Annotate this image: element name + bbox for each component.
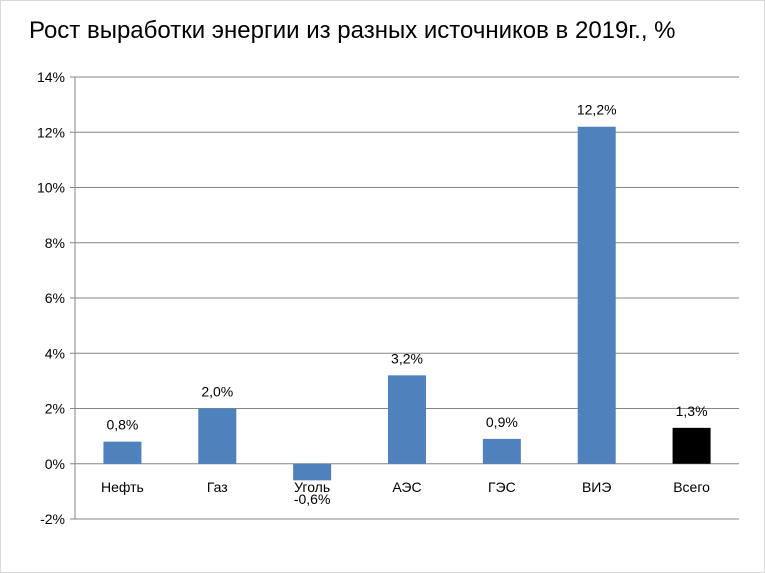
y-tick-label-5: 8% xyxy=(45,235,65,251)
bar-1 xyxy=(198,408,237,464)
x-tick-label-2: Уголь xyxy=(294,479,330,495)
bar-5 xyxy=(577,126,616,464)
data-label-3: 3,2% xyxy=(391,350,423,366)
y-tick-label-3: 4% xyxy=(45,345,65,361)
y-tick-label-0: -2% xyxy=(40,511,65,527)
data-label-1: 2,0% xyxy=(201,384,233,400)
bar-0 xyxy=(103,441,142,464)
x-tick-label-3: АЭС xyxy=(392,479,421,495)
bar-3 xyxy=(388,375,426,464)
data-label-0: 0,8% xyxy=(106,417,138,433)
bar-6 xyxy=(672,427,711,464)
y-tick-label-2: 2% xyxy=(45,401,65,417)
y-tick-label-8: 14% xyxy=(37,69,65,85)
y-tick-label-6: 10% xyxy=(37,180,65,196)
x-tick-label-5: ВИЭ xyxy=(582,479,611,495)
x-tick-label-1: Газ xyxy=(207,479,228,495)
y-tick-label-1: 0% xyxy=(45,456,65,472)
x-tick-label-4: ГЭС xyxy=(488,479,516,495)
y-tick-label-7: 12% xyxy=(37,124,65,140)
data-label-4: 0,9% xyxy=(486,414,518,430)
bar-4 xyxy=(482,438,521,464)
y-tick-label-4: 6% xyxy=(45,290,65,306)
bar-2 xyxy=(293,463,332,481)
data-label-6: 1,3% xyxy=(676,403,708,419)
data-label-5: 12,2% xyxy=(577,102,617,118)
x-tick-label-6: Всего xyxy=(673,479,710,495)
chart-title: Рост выработки энергии из разных источни… xyxy=(29,17,676,44)
x-tick-label-0: Нефть xyxy=(101,479,144,495)
data-label-2: -0,6% xyxy=(294,491,331,507)
